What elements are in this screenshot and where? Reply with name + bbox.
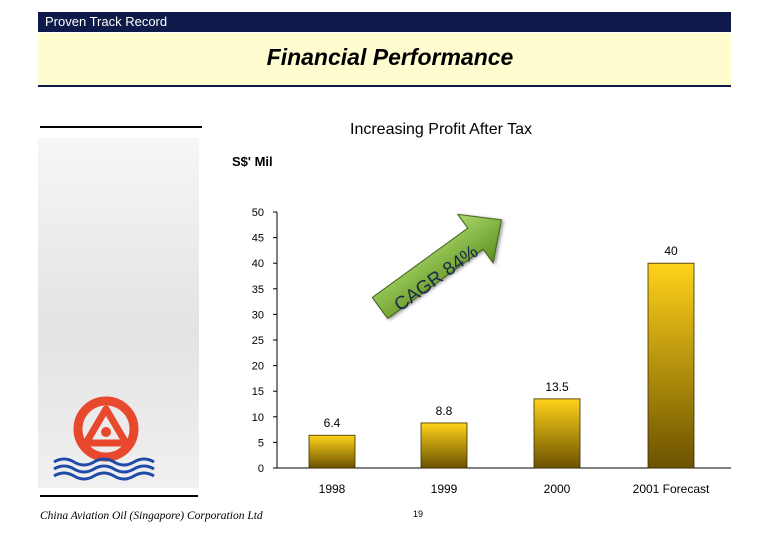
logo-wave-2	[53, 464, 155, 474]
title-band	[38, 33, 731, 85]
y-unit-label: S$' Mil	[232, 154, 273, 169]
section-label: Proven Track Record	[45, 14, 168, 29]
y-tick-label: 5	[258, 437, 264, 449]
growth-arrow	[371, 213, 502, 320]
y-tick-label: 45	[252, 233, 264, 245]
y-tick-label: 20	[252, 361, 264, 373]
data-label: 13.5	[545, 380, 569, 394]
data-label: 40	[664, 244, 678, 258]
x-category-label: 2000	[544, 482, 571, 496]
logo-wave-3	[53, 471, 155, 481]
y-tick-label: 40	[252, 258, 264, 270]
logo-ring	[73, 396, 139, 462]
logo-wave-1	[53, 457, 155, 467]
title-underline	[38, 85, 731, 87]
logo-triangle	[82, 405, 130, 447]
y-tick-label: 35	[252, 284, 264, 296]
bottom-divider	[40, 495, 198, 497]
header-band	[38, 12, 731, 32]
y-tick-label: 25	[252, 335, 264, 347]
bar-2000	[533, 398, 581, 469]
y-tick-label: 30	[252, 309, 264, 321]
data-label: 6.4	[324, 416, 341, 430]
bar-1999	[420, 422, 468, 469]
x-category-label: 1999	[431, 482, 458, 496]
x-category-label: 1998	[319, 482, 346, 496]
bar-1998	[308, 434, 356, 469]
y-tick-label: 10	[252, 412, 264, 424]
y-tick-label: 0	[258, 463, 264, 475]
page-number: 19	[413, 509, 424, 519]
top-divider	[40, 126, 202, 128]
page-title: Financial Performance	[266, 44, 514, 70]
chart-title: Increasing Profit After Tax	[350, 121, 533, 138]
footer-company: China Aviation Oil (Singapore) Corporati…	[40, 510, 263, 522]
company-logo	[53, 396, 155, 481]
x-category-label: 2001 Forecast	[633, 482, 710, 496]
y-tick-label: 50	[252, 207, 264, 219]
y-tick-label: 15	[252, 386, 264, 398]
logo-center-dot	[101, 427, 111, 437]
data-label: 8.8	[436, 404, 453, 418]
bar-2001-forecast	[647, 262, 695, 469]
